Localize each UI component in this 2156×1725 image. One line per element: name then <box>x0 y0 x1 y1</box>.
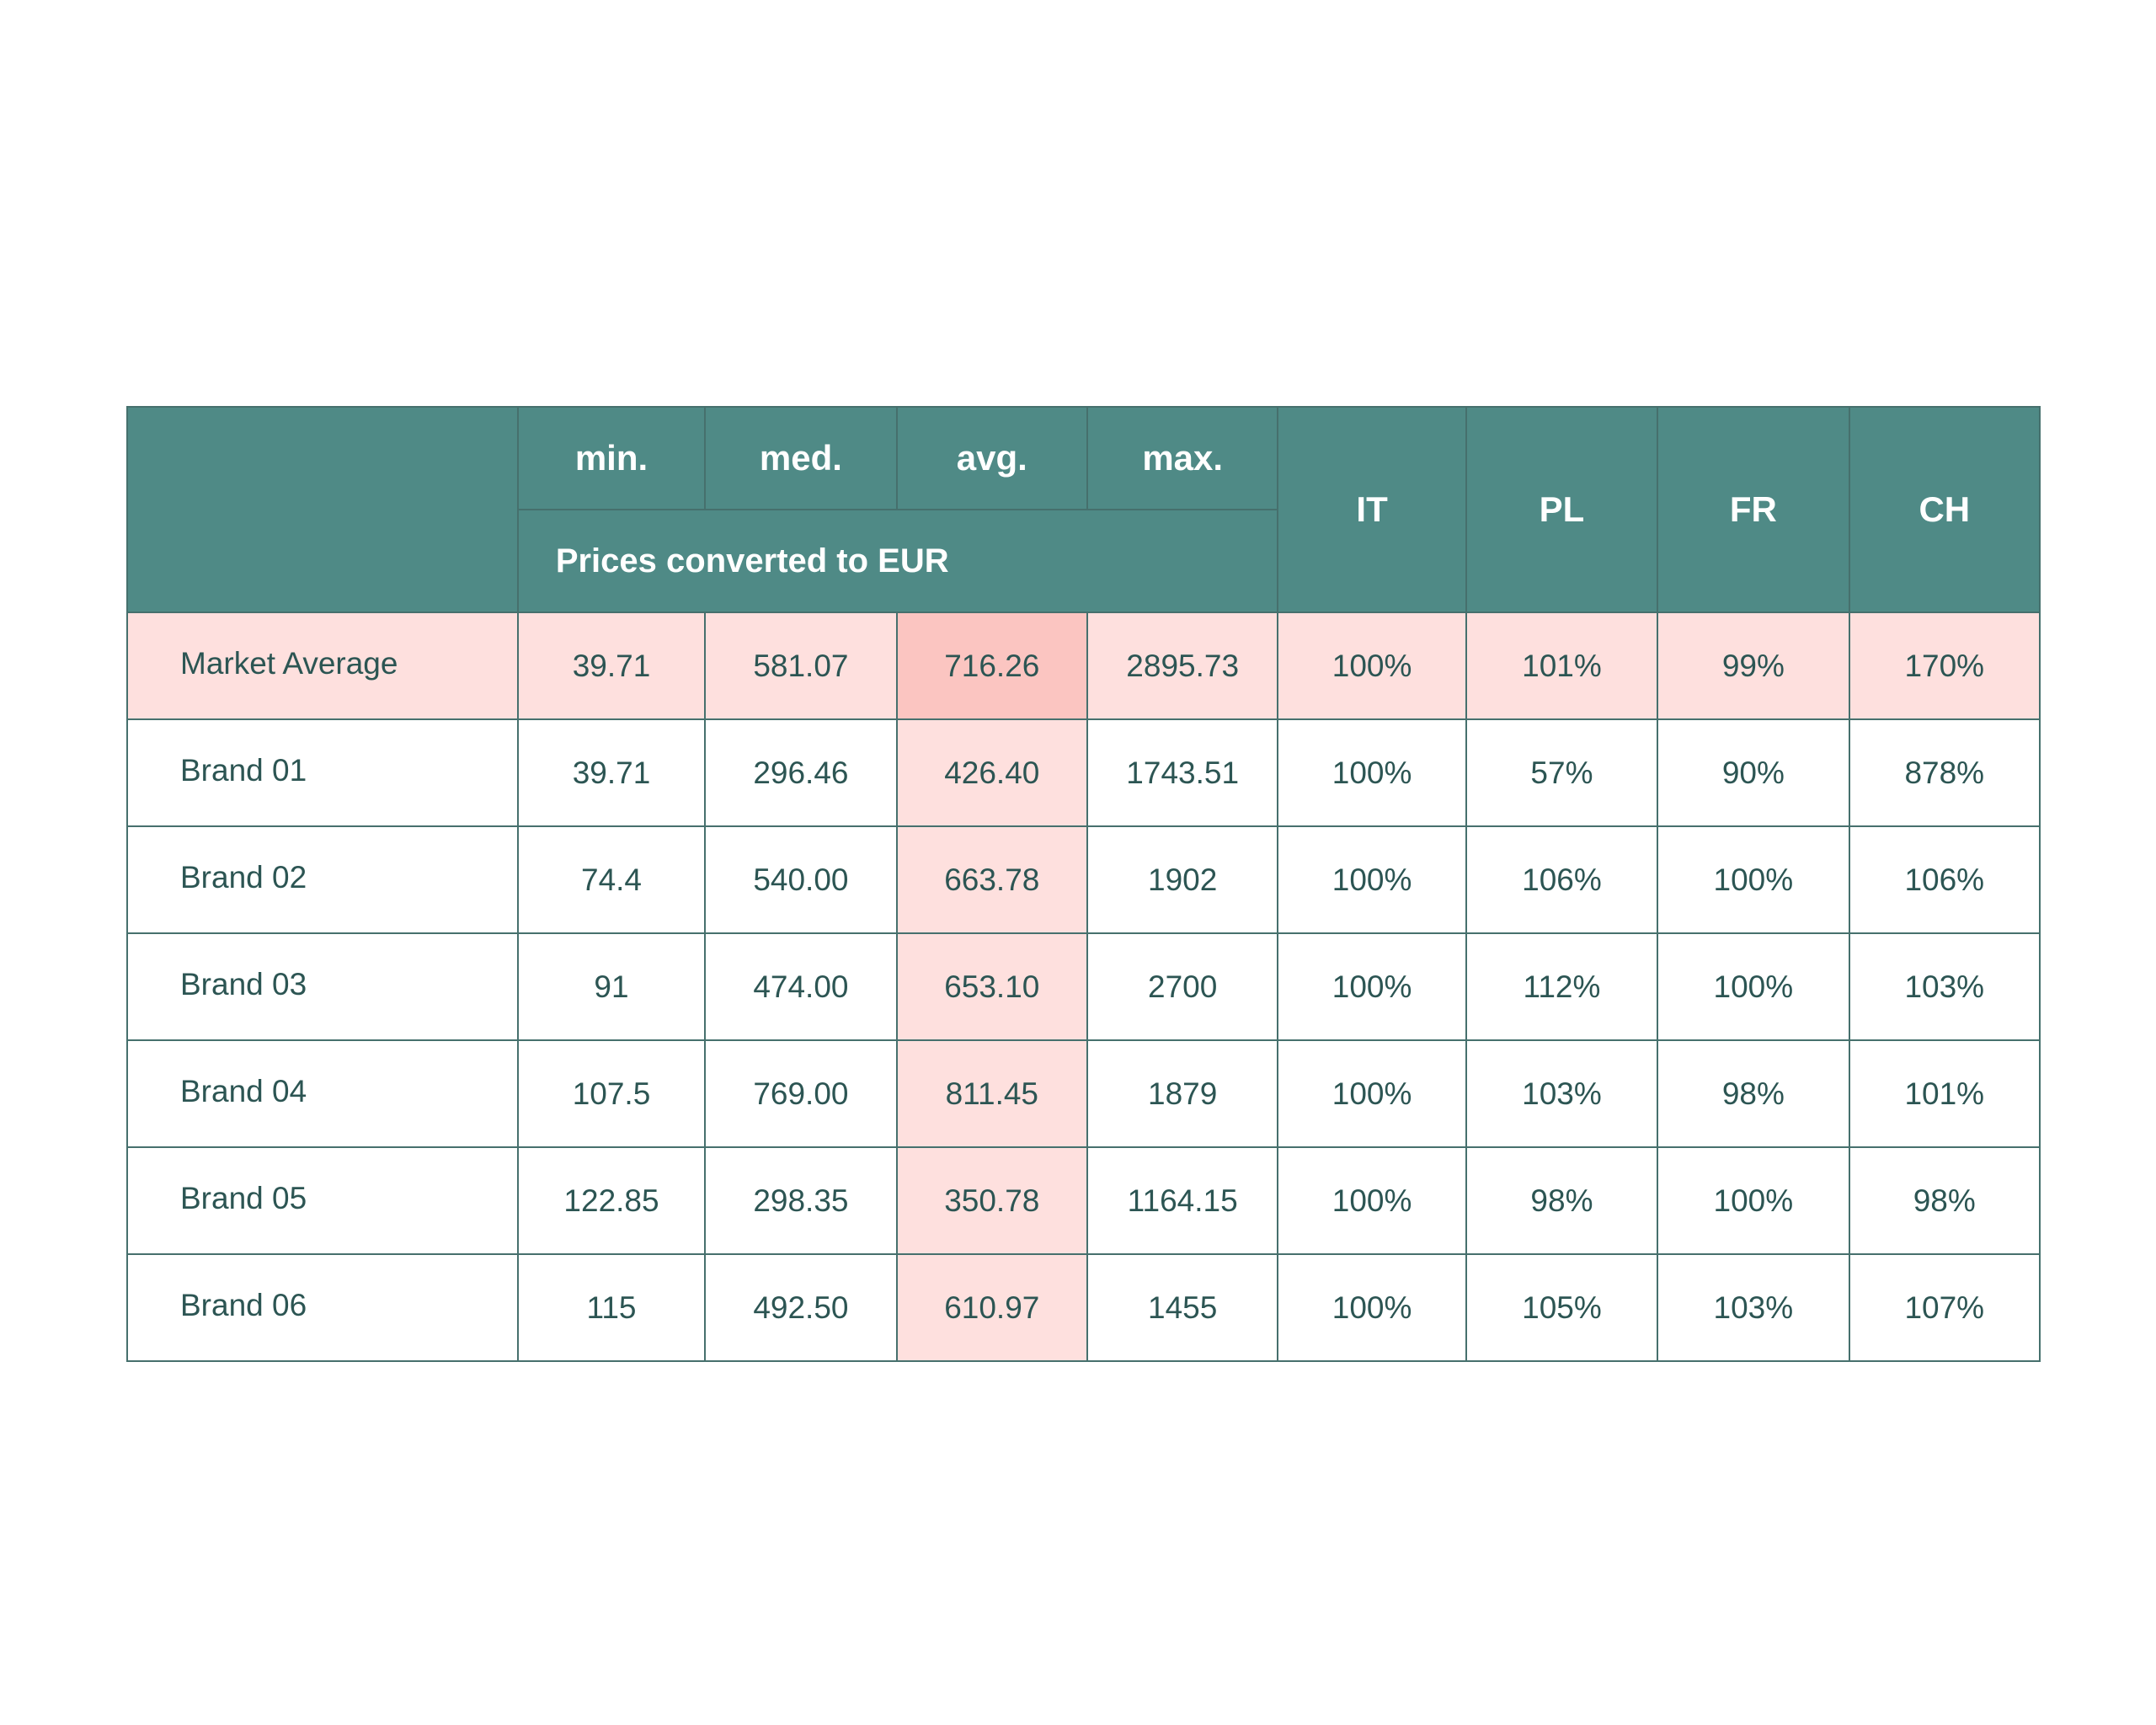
cell-med: 296.46 <box>704 718 898 827</box>
header-country-fr: FR <box>1657 406 1850 613</box>
cell-min: 115 <box>516 1253 707 1362</box>
cell-avg: 663.78 <box>895 825 1088 934</box>
cell-med: 298.35 <box>704 1146 898 1255</box>
cell-ch: 878% <box>1848 718 2041 827</box>
cell-it: 100% <box>1277 932 1467 1041</box>
header-med: med. <box>704 406 898 510</box>
row-label: Brand 02 <box>126 825 519 934</box>
cell-min: 91 <box>516 932 707 1041</box>
table-row-market-average: Market Average 39.71 581.07 716.26 2895.73 10… <box>126 611 2041 720</box>
cell-max: 1164.15 <box>1086 1146 1279 1255</box>
cell-pl: 57% <box>1465 718 1659 827</box>
cell-min: 107.5 <box>516 1039 707 1148</box>
cell-ch: 170% <box>1848 611 2041 720</box>
cell-fr: 90% <box>1657 718 1850 827</box>
cell-avg: 610.97 <box>895 1253 1088 1362</box>
cell-pl: 103% <box>1465 1039 1659 1148</box>
cell-fr: 100% <box>1657 1146 1850 1255</box>
cell-ch: 101% <box>1848 1039 2041 1148</box>
row-label: Market Average <box>126 611 519 720</box>
table-row: Brand 05 122.85 298.35 350.78 1164.15 100% 98%… <box>126 1146 2041 1255</box>
cell-med: 769.00 <box>704 1039 898 1148</box>
cell-max: 1902 <box>1086 825 1279 934</box>
cell-ch: 103% <box>1848 932 2041 1041</box>
cell-avg: 426.40 <box>895 718 1088 827</box>
header-prices-converted-label: Prices converted to EUR <box>516 509 1279 613</box>
cell-avg: 811.45 <box>895 1039 1088 1148</box>
table-row: Brand 02 74.4 540.00 663.78 1902 100% 106% 100%… <box>126 825 2041 934</box>
cell-max: 1879 <box>1086 1039 1279 1148</box>
cell-fr: 98% <box>1657 1039 1850 1148</box>
cell-avg: 653.10 <box>895 932 1088 1041</box>
cell-min: 122.85 <box>516 1146 707 1255</box>
cell-fr: 100% <box>1657 825 1850 934</box>
header-country-ch: CH <box>1848 406 2041 613</box>
header-avg: avg. <box>895 406 1088 510</box>
header-min: min. <box>516 406 707 510</box>
cell-med: 492.50 <box>704 1253 898 1362</box>
cell-max: 1455 <box>1086 1253 1279 1362</box>
header-row-group: Prices converted to EUR <box>127 509 2040 613</box>
cell-it: 100% <box>1277 1146 1467 1255</box>
cell-fr: 99% <box>1657 611 1850 720</box>
cell-max: 1743.51 <box>1086 718 1279 827</box>
row-label: Brand 05 <box>126 1146 519 1255</box>
cell-med: 474.00 <box>704 932 898 1041</box>
cell-pl: 106% <box>1465 825 1659 934</box>
cell-pl: 105% <box>1465 1253 1659 1362</box>
cell-avg: 716.26 <box>895 611 1088 720</box>
cell-ch: 98% <box>1848 1146 2041 1255</box>
cell-it: 100% <box>1277 1039 1467 1148</box>
cell-avg: 350.78 <box>895 1146 1088 1255</box>
row-label: Brand 03 <box>126 932 519 1041</box>
cell-max: 2895.73 <box>1086 611 1279 720</box>
cell-max: 2700 <box>1086 932 1279 1041</box>
cell-ch: 107% <box>1848 1253 2041 1362</box>
price-comparison-table: min. med. avg. max. IT PL FR CH Prices c… <box>126 406 2041 1362</box>
cell-fr: 100% <box>1657 932 1850 1041</box>
cell-it: 100% <box>1277 1253 1467 1362</box>
cell-med: 581.07 <box>704 611 898 720</box>
cell-min: 39.71 <box>516 611 707 720</box>
cell-pl: 101% <box>1465 611 1659 720</box>
header-country-it: IT <box>1277 406 1467 613</box>
cell-min: 39.71 <box>516 718 707 827</box>
cell-med: 540.00 <box>704 825 898 934</box>
row-label: Brand 01 <box>126 718 519 827</box>
cell-it: 100% <box>1277 611 1467 720</box>
cell-ch: 106% <box>1848 825 2041 934</box>
table-header: min. med. avg. max. IT PL FR CH Prices c… <box>126 406 2041 613</box>
cell-fr: 103% <box>1657 1253 1850 1362</box>
row-label: Brand 06 <box>126 1253 519 1362</box>
table-row: Brand 04 107.5 769.00 811.45 1879 100% 103% 98%… <box>126 1039 2041 1148</box>
header-max: max. <box>1086 406 1279 510</box>
table-row: Brand 01 39.71 296.46 426.40 1743.51 100% 57% 9… <box>126 718 2041 827</box>
cell-pl: 98% <box>1465 1146 1659 1255</box>
row-label: Brand 04 <box>126 1039 519 1148</box>
table-row: Brand 06 115 492.50 610.97 1455 100% 105% 103% 1… <box>126 1253 2041 1362</box>
cell-it: 100% <box>1277 825 1467 934</box>
table-body: Market Average 39.71 581.07 716.26 2895.73 10… <box>126 611 2041 1362</box>
header-corner-cell <box>126 406 519 613</box>
cell-pl: 112% <box>1465 932 1659 1041</box>
cell-it: 100% <box>1277 718 1467 827</box>
header-country-pl: PL <box>1465 406 1659 613</box>
table-row: Brand 03 91 474.00 653.10 2700 100% 112% 100% 10… <box>126 932 2041 1041</box>
header-row-stats: min. med. avg. max. IT PL FR CH <box>126 406 2041 613</box>
cell-min: 74.4 <box>516 825 707 934</box>
